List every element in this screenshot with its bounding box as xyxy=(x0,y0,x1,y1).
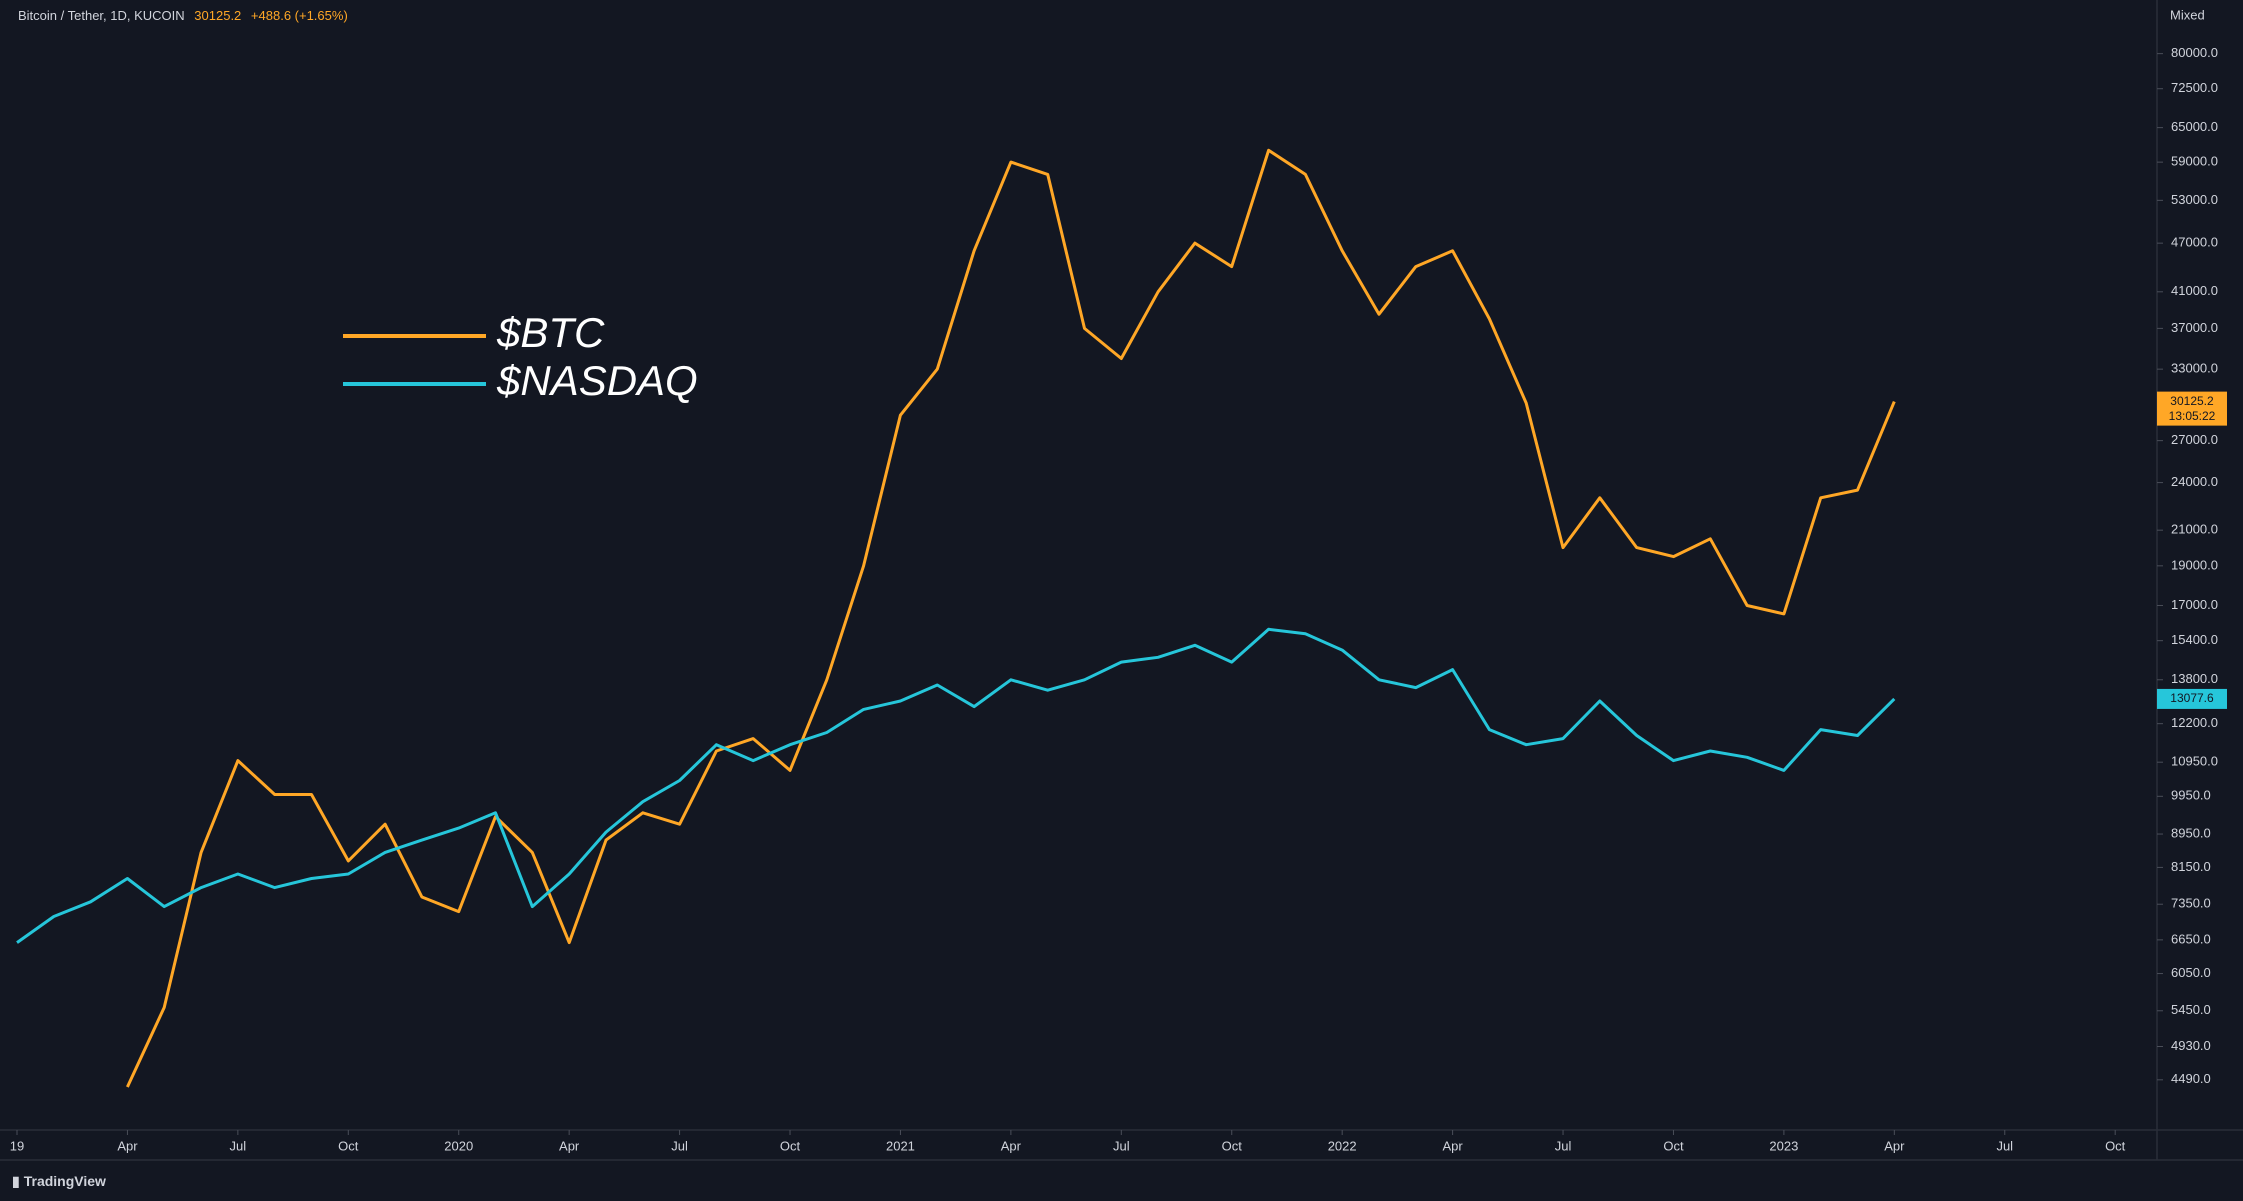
x-tick-label: Apr xyxy=(1001,1138,1022,1153)
y-tick-label: 4490.0 xyxy=(2171,1071,2211,1086)
symbol-title: Bitcoin / Tether, 1D, KUCOIN xyxy=(18,8,185,23)
last-price: 30125.2 xyxy=(194,8,241,23)
y-tick-label: 80000.0 xyxy=(2171,45,2218,60)
legend-label: $BTC xyxy=(496,309,605,356)
price-tag xyxy=(2157,391,2227,426)
x-tick-label: Oct xyxy=(1663,1138,1684,1153)
y-tick-label: 12200.0 xyxy=(2171,715,2218,730)
brand: ▮ TradingView xyxy=(12,1173,106,1189)
y-tick-label: 72500.0 xyxy=(2171,80,2218,95)
x-tick-label: Jul xyxy=(230,1138,247,1153)
y-tick-label: 6650.0 xyxy=(2171,931,2211,946)
x-tick-label: Jul xyxy=(1113,1138,1130,1153)
x-tick-label: Apr xyxy=(559,1138,580,1153)
x-tick-label: 19 xyxy=(10,1138,24,1153)
y-tick-label: 8150.0 xyxy=(2171,859,2211,874)
x-tick-label: Jul xyxy=(671,1138,688,1153)
y-tick-label: 47000.0 xyxy=(2171,235,2218,250)
x-tick-label: 2020 xyxy=(444,1138,473,1153)
y-tick-label: 7350.0 xyxy=(2171,896,2211,911)
y-tick-label: 6050.0 xyxy=(2171,965,2211,980)
legend-label: $NASDAQ xyxy=(496,357,698,404)
y-tick-label: 17000.0 xyxy=(2171,597,2218,612)
series-line xyxy=(126,148,1896,1088)
x-tick-label: 2021 xyxy=(886,1138,915,1153)
header: Bitcoin / Tether, 1D, KUCOIN 30125.2 +48… xyxy=(18,8,348,23)
y-tick-label: 19000.0 xyxy=(2171,557,2218,572)
y-tick-label: 8950.0 xyxy=(2171,825,2211,840)
x-tick-label: Oct xyxy=(338,1138,359,1153)
x-tick-label: Oct xyxy=(2105,1138,2126,1153)
y-tick-label: 5450.0 xyxy=(2171,1002,2211,1017)
y-tick-label: 15400.0 xyxy=(2171,632,2218,647)
x-tick-label: Oct xyxy=(1222,1138,1243,1153)
y-tick-label: 4930.0 xyxy=(2171,1038,2211,1053)
y-tick-label: 24000.0 xyxy=(2171,474,2218,489)
x-tick-label: Jul xyxy=(1555,1138,1572,1153)
y-tick-label: 33000.0 xyxy=(2171,361,2218,376)
x-tick-label: 2023 xyxy=(1769,1138,1798,1153)
y-tick-label: 21000.0 xyxy=(2171,522,2218,537)
y-tick-label: 65000.0 xyxy=(2171,119,2218,134)
price-change: +488.6 (+1.65%) xyxy=(251,8,348,23)
x-tick-label: 2022 xyxy=(1328,1138,1357,1153)
scale-mode[interactable]: Mixed xyxy=(2170,7,2205,22)
x-tick-label: Apr xyxy=(1884,1138,1905,1153)
y-tick-label: 37000.0 xyxy=(2171,320,2218,335)
countdown-label: 13:05:22 xyxy=(2169,409,2216,423)
y-tick-label: 10950.0 xyxy=(2171,754,2218,769)
price-tag xyxy=(2157,688,2227,709)
y-tick-label: 27000.0 xyxy=(2171,432,2218,447)
y-tick-label: 53000.0 xyxy=(2171,192,2218,207)
brand-name: TradingView xyxy=(24,1173,106,1189)
y-tick-label: 59000.0 xyxy=(2171,154,2218,169)
y-tick-label: 13800.0 xyxy=(2171,671,2218,686)
price-tag-label: 13077.6 xyxy=(2170,691,2214,705)
x-tick-label: Jul xyxy=(1996,1138,2013,1153)
y-tick-label: 41000.0 xyxy=(2171,283,2218,298)
x-tick-label: Oct xyxy=(780,1138,801,1153)
x-tick-label: Apr xyxy=(1442,1138,1463,1153)
series-line xyxy=(16,627,1896,944)
price-tag-label: 30125.2 xyxy=(2170,394,2214,408)
x-tick-label: Apr xyxy=(117,1138,138,1153)
y-tick-label: 9950.0 xyxy=(2171,788,2211,803)
legend: $BTC$NASDAQ xyxy=(343,309,698,404)
